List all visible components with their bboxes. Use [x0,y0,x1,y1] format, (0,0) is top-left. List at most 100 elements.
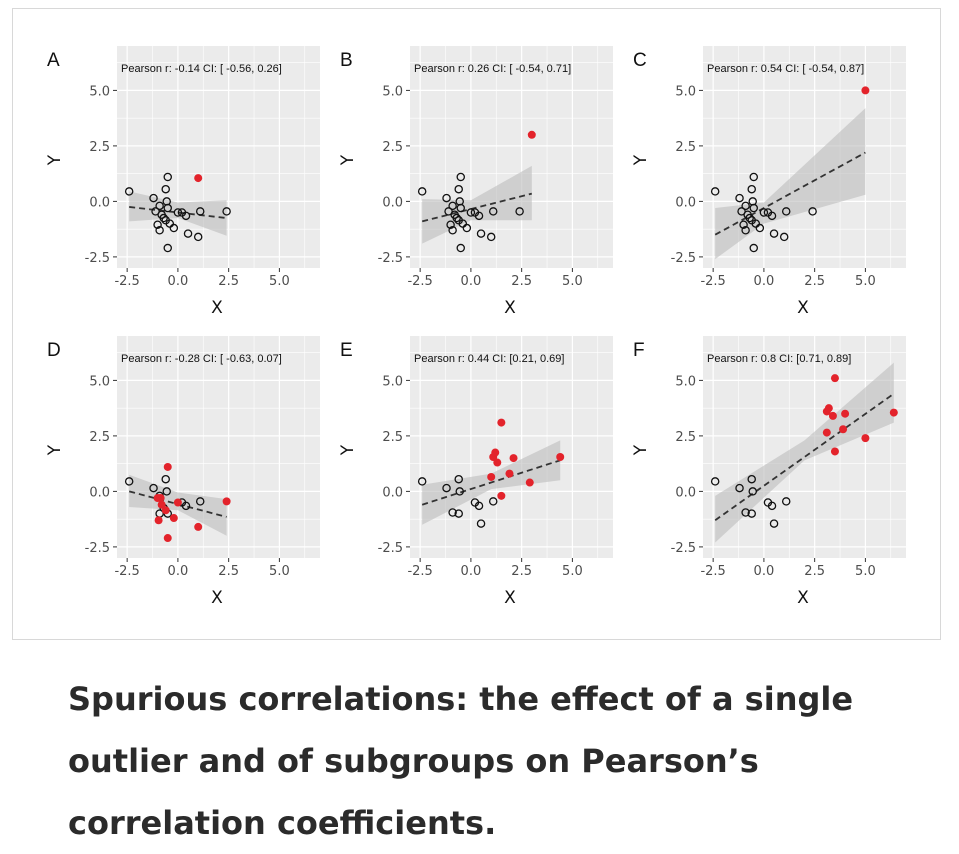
highlighted-point [830,447,839,456]
data-point [181,501,191,511]
y-axis-title: Y [631,444,651,456]
data-point [155,201,164,211]
regression-line [714,392,895,521]
data-point [162,197,171,206]
data-point [124,187,134,196]
highlighted-point [509,454,518,463]
figure-caption: Spurious correlations: the effect of a s… [68,680,854,842]
data-point [515,207,524,216]
panel-label: E [340,340,353,361]
y-axis-title: Y [45,444,65,456]
y-tick-label: 0.0 [675,485,696,500]
highlighted-point [525,478,534,487]
y-tick-label: 5.0 [382,84,403,99]
panel-background [410,336,613,558]
data-point [466,208,476,217]
data-point [417,477,427,486]
highlighted-point [487,472,496,481]
highlighted-point [497,418,506,427]
data-point [193,232,203,242]
data-point [455,197,464,206]
highlighted-point [491,448,500,457]
x-axis-title: X [504,298,516,318]
highlighted-point [154,516,163,525]
highlighted-point [839,425,848,434]
panel-label: C [633,50,647,71]
data-point [737,207,746,216]
y-tick-label: 2.5 [89,430,110,445]
data-point [452,213,461,223]
x-tick-label: 5.0 [562,274,583,289]
data-point [195,497,205,506]
y-tick-label: 5.0 [89,374,110,389]
highlighted-point [194,522,203,531]
data-point [749,243,759,253]
x-tick-label: 2.5 [218,274,239,289]
regression-line [129,206,227,219]
data-point [454,474,463,484]
x-tick-label: 5.0 [855,274,876,289]
panel-label: B [340,50,353,71]
x-axis-title: X [797,298,809,318]
x-tick-label: 5.0 [269,274,290,289]
y-tick-label: 2.5 [89,140,110,155]
y-tick-label: 2.5 [382,430,403,445]
data-point [488,207,498,216]
data-point [735,193,744,203]
data-point [444,207,453,216]
highlighted-point [173,498,182,507]
data-point [153,220,162,229]
x-tick-label: -2.5 [114,564,139,579]
y-tick-label: 5.0 [89,84,110,99]
data-point [710,187,720,196]
correlation-annotation: Pearson r: 0.54 CI: [ -0.54, 0.87] [707,63,864,75]
y-tick-label: 0.0 [382,485,403,500]
y-tick-label: -2.5 [85,251,110,266]
x-tick-label: 0.0 [461,564,482,579]
highlighted-point [841,409,850,418]
data-point [455,487,464,496]
data-point [462,223,472,233]
highlighted-point [222,497,231,506]
data-point [161,184,170,194]
data-point [755,223,765,233]
y-tick-label: 2.5 [675,430,696,445]
data-point [741,201,750,211]
x-tick-label: 2.5 [804,274,825,289]
data-point [454,184,463,194]
highlighted-point [861,434,870,443]
highlighted-point [505,469,514,478]
data-point [149,193,158,203]
data-point [222,207,231,216]
panel-label: F [633,340,645,361]
highlighted-point [527,130,536,139]
data-point [155,226,164,235]
y-tick-label: 5.0 [382,374,403,389]
x-tick-label: -2.5 [407,564,432,579]
data-point [163,243,172,253]
data-point [486,232,496,242]
data-point [739,220,748,229]
data-point [448,508,457,517]
y-tick-label: 0.0 [89,195,110,210]
data-point [767,211,777,221]
x-tick-label: 0.0 [754,274,775,289]
highlighted-point [861,86,870,95]
highlighted-point [824,404,833,413]
x-tick-label: -2.5 [407,274,432,289]
highlighted-point [830,374,839,383]
data-point [195,207,205,216]
data-point [151,207,160,216]
y-tick-label: -2.5 [671,541,696,556]
correlation-annotation: Pearson r: 0.26 CI: [ -0.54, 0.71] [414,63,571,75]
x-tick-label: 2.5 [511,274,532,289]
x-tick-label: 5.0 [269,564,290,579]
data-point [442,483,451,493]
highlighted-point [493,458,502,467]
data-point [476,519,486,528]
regression-line [714,151,866,236]
highlighted-point [163,462,172,471]
data-point [474,501,484,511]
regression-line [421,192,533,223]
x-tick-label: 0.0 [168,564,189,579]
